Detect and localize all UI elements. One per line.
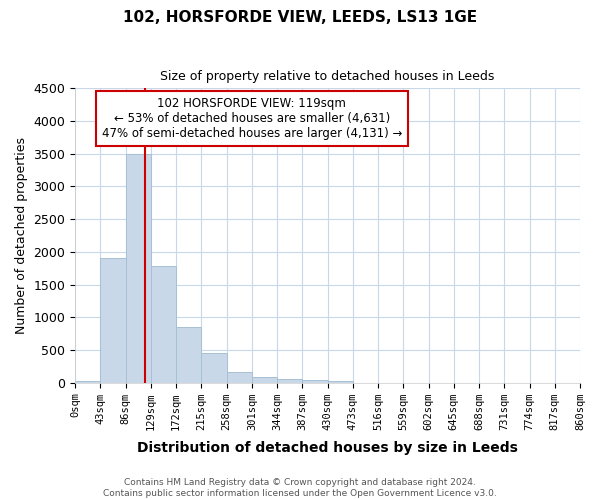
Bar — [176, 327, 202, 382]
Text: Contains HM Land Registry data © Crown copyright and database right 2024.
Contai: Contains HM Land Registry data © Crown c… — [103, 478, 497, 498]
Y-axis label: Number of detached properties: Number of detached properties — [15, 137, 28, 334]
Text: 102, HORSFORDE VIEW, LEEDS, LS13 1GE: 102, HORSFORDE VIEW, LEEDS, LS13 1GE — [123, 10, 477, 25]
Bar — [328, 380, 353, 382]
Bar — [125, 154, 151, 382]
Bar — [100, 258, 125, 382]
X-axis label: Distribution of detached houses by size in Leeds: Distribution of detached houses by size … — [137, 441, 518, 455]
Title: Size of property relative to detached houses in Leeds: Size of property relative to detached ho… — [160, 70, 495, 83]
Text: 102 HORSFORDE VIEW: 119sqm
← 53% of detached houses are smaller (4,631)
47% of s: 102 HORSFORDE VIEW: 119sqm ← 53% of deta… — [101, 97, 402, 140]
Bar — [227, 372, 252, 382]
Bar — [75, 380, 100, 382]
Bar — [252, 377, 277, 382]
Bar — [302, 380, 328, 382]
Bar — [277, 379, 302, 382]
Bar — [202, 353, 227, 382]
Bar — [151, 266, 176, 382]
